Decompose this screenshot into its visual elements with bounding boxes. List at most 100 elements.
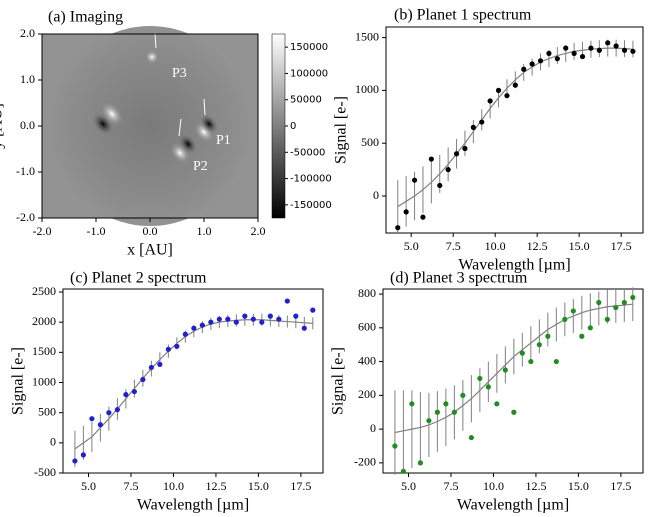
data-point <box>250 316 256 322</box>
data-point <box>487 98 493 104</box>
y-tick-label: 400 <box>358 353 376 367</box>
x-tick-label: 12.5 <box>205 479 226 493</box>
data-point <box>537 58 544 64</box>
y-tick-label: 1000 <box>32 374 56 388</box>
image-blob <box>100 101 124 127</box>
data-point <box>80 452 86 458</box>
data-point <box>596 47 602 53</box>
model-line <box>74 319 313 450</box>
x-tick-label: 15.0 <box>248 479 269 493</box>
data-point <box>123 391 129 398</box>
data-point <box>479 119 485 125</box>
colorbar-tick-label: 150000 <box>290 42 328 53</box>
y-tick-label: 1500 <box>32 344 56 358</box>
y-axis-label: y [AU] <box>0 103 6 149</box>
data-point <box>596 299 602 306</box>
data-point <box>563 45 569 51</box>
data-point <box>233 319 239 325</box>
image-blob <box>199 113 219 135</box>
y-tick-label: 200 <box>358 387 376 401</box>
data-point <box>604 316 610 322</box>
data-point <box>468 434 474 441</box>
x-tick-label: 17.5 <box>290 479 311 493</box>
x-tick-label: 17.5 <box>611 239 632 253</box>
data-point <box>242 313 248 319</box>
data-point <box>519 350 525 356</box>
annotation: P1 <box>216 133 231 148</box>
chart-title: (c) Planet 2 spectrum <box>70 270 207 287</box>
data-point <box>554 56 560 62</box>
data-point <box>208 319 214 325</box>
data-point <box>131 388 137 395</box>
data-point <box>470 124 476 130</box>
plot-frame <box>62 288 324 474</box>
data-point <box>72 458 78 464</box>
data-point <box>428 156 434 162</box>
data-point <box>157 361 163 368</box>
data-point <box>571 50 577 57</box>
data-point <box>199 322 205 328</box>
data-point <box>536 342 542 348</box>
data-point <box>630 48 636 54</box>
plot-frame <box>385 26 644 234</box>
annotation: P3 <box>172 66 187 81</box>
y-tick-label: 1000 <box>355 82 379 96</box>
data-point <box>613 43 619 49</box>
data-point <box>216 316 222 322</box>
y-tick-label: 0 <box>50 435 56 449</box>
data-point <box>485 384 491 390</box>
data-point <box>621 47 628 53</box>
x-axis-label: Wavelength [µm] <box>457 497 569 514</box>
data-point <box>579 333 585 339</box>
y-tick-label: -1.0 <box>16 164 35 178</box>
x-tick-label: 17.5 <box>610 479 631 493</box>
y-tick-label: -500 <box>34 465 56 479</box>
x-tick-label: 7.5 <box>123 479 138 493</box>
data-point <box>400 468 406 474</box>
model-line <box>394 303 633 434</box>
image-disk <box>50 26 250 226</box>
x-tick-label: 7.5 <box>446 239 461 253</box>
data-point <box>392 443 398 449</box>
data-point <box>512 82 518 88</box>
data-point <box>420 214 426 220</box>
data-point <box>621 299 627 306</box>
data-point <box>395 225 401 231</box>
x-tick-label: -2.0 <box>33 224 52 238</box>
data-point <box>494 401 500 407</box>
y-tick-label: 2500 <box>32 284 56 298</box>
colorbar-tick-label: -50000 <box>290 147 325 158</box>
data-point <box>451 409 457 415</box>
x-tick-label: 1.0 <box>197 224 212 238</box>
colorbar-tick-label: 0 <box>290 121 296 132</box>
annotation: P2 <box>193 159 208 174</box>
colorbar-tick-label: 50000 <box>290 95 322 106</box>
data-point <box>546 50 552 57</box>
y-axis-label: Signal [e-] <box>10 347 27 415</box>
y-tick-label: 2.0 <box>20 26 35 40</box>
x-axis-label: x [AU] <box>127 242 173 259</box>
x-tick-label: 5.0 <box>401 479 416 493</box>
arrow <box>178 118 182 137</box>
data-point <box>587 325 593 331</box>
data-point <box>417 460 423 466</box>
data-point <box>521 66 527 72</box>
data-point <box>545 333 551 339</box>
data-point <box>114 407 120 413</box>
y-axis-label: Signal [e-] <box>330 347 347 415</box>
y-tick-label: 500 <box>38 404 56 418</box>
data-point <box>97 422 103 428</box>
arrow <box>203 98 206 116</box>
chart-title: (a) Imaging <box>48 9 123 26</box>
data-point <box>588 45 594 51</box>
y-tick-label: 500 <box>361 135 379 149</box>
y-tick-label: -200 <box>354 455 376 469</box>
data-point <box>267 313 273 319</box>
x-tick-label: -1.0 <box>87 224 106 238</box>
data-point <box>495 87 502 93</box>
data-point <box>434 409 440 415</box>
y-tick-label: 2000 <box>32 314 56 328</box>
colorbar <box>271 33 286 219</box>
data-point <box>630 294 636 301</box>
